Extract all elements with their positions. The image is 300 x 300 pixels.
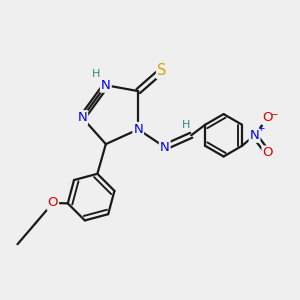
Text: H: H: [92, 69, 100, 79]
Text: N: N: [160, 141, 169, 154]
Text: N: N: [77, 111, 87, 124]
Text: N: N: [101, 79, 111, 92]
Text: O: O: [262, 146, 273, 159]
Text: N: N: [250, 129, 260, 142]
Text: O: O: [48, 196, 58, 209]
Text: H: H: [182, 120, 190, 130]
Text: −: −: [270, 110, 279, 120]
Text: S: S: [157, 63, 167, 78]
Text: +: +: [257, 124, 264, 133]
Text: N: N: [133, 123, 143, 136]
Text: O: O: [262, 111, 273, 124]
